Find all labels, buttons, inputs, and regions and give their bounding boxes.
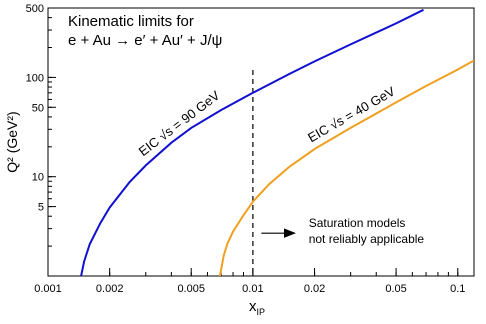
x-tick-label: 0.01 (242, 283, 263, 295)
y-tick-label: 5 (38, 202, 44, 214)
chart-title-line-2: e + Au → e′ + Au′ + J/ψ (68, 32, 222, 49)
y-tick-label: 10 (32, 172, 44, 184)
x-axis-ticks: 0.001 0.002 0.005 0.01 0.02 0.05 0.1 (34, 268, 465, 295)
x-axis-title-subscript: IP (256, 307, 265, 317)
x-tick-label: 0.1 (450, 283, 465, 295)
x-axis-title: xIP (249, 298, 265, 317)
annotation-line-2: not reliably applicable (309, 232, 425, 246)
annotation-line-1: Saturation models (309, 216, 406, 230)
y-tick-label: 100 (26, 72, 44, 84)
x-tick-label: 0.05 (385, 283, 406, 295)
x-tick-label: 0.002 (96, 283, 124, 295)
series-label-40gev: EIC √s = 40 GeV (305, 83, 398, 145)
y-tick-label: 50 (32, 102, 44, 114)
y-axis-title: Q² (GeV²) (4, 111, 20, 172)
x-tick-label: 0.001 (34, 283, 62, 295)
y-tick-label: 500 (26, 3, 44, 15)
series-label-90gev: EIC √s = 90 GeV (136, 87, 223, 159)
x-tick-label: 0.02 (304, 283, 325, 295)
chart-title-line-1: Kinematic limits for (68, 13, 194, 30)
x-tick-label: 0.005 (177, 283, 205, 295)
y-axis-ticks: 5 10 50 100 500 (26, 3, 56, 276)
